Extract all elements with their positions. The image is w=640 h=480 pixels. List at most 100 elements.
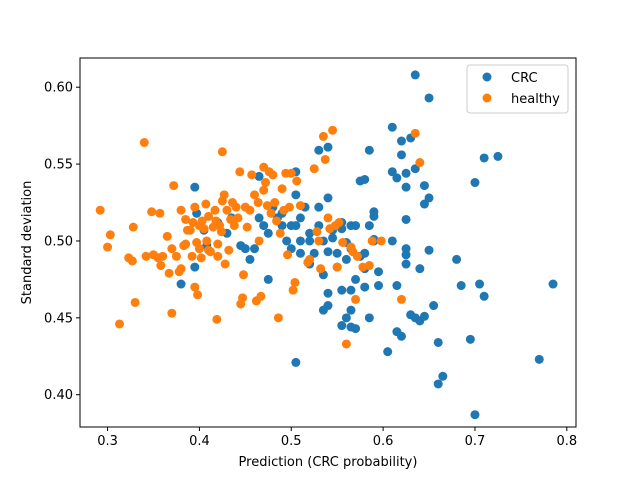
point-healthy: [295, 201, 305, 211]
point-crc: [245, 254, 255, 264]
point-crc: [383, 347, 393, 357]
point-crc: [360, 174, 370, 184]
point-crc: [360, 282, 370, 292]
point-crc: [419, 199, 429, 209]
point-healthy: [275, 228, 285, 238]
point-crc: [548, 279, 558, 289]
point-healthy: [283, 250, 293, 260]
point-healthy: [213, 251, 223, 261]
point-healthy: [288, 285, 298, 295]
point-crc: [337, 321, 347, 331]
y-tick-label: 0.40: [44, 388, 73, 403]
point-healthy: [312, 227, 322, 237]
point-healthy: [167, 308, 177, 318]
point-healthy: [217, 147, 227, 157]
point-crc: [305, 228, 315, 238]
point-healthy: [115, 319, 124, 329]
point-healthy: [187, 251, 197, 261]
point-healthy: [316, 264, 326, 274]
point-healthy: [201, 199, 211, 209]
legend-box: [466, 64, 569, 114]
point-healthy: [309, 164, 319, 174]
point-healthy: [193, 290, 203, 300]
point-healthy: [196, 253, 206, 263]
point-healthy: [351, 294, 361, 304]
point-crc: [479, 291, 489, 301]
legend-label-healthy: healthy: [511, 92, 560, 107]
point-healthy: [194, 244, 204, 254]
point-crc: [236, 241, 246, 251]
y-axis-label: Standard deviation: [20, 181, 35, 305]
point-crc: [369, 211, 379, 221]
point-crc: [259, 221, 269, 231]
point-crc: [419, 181, 429, 191]
point-crc: [438, 371, 448, 381]
point-healthy: [167, 244, 177, 254]
point-healthy: [261, 178, 271, 188]
point-crc: [387, 167, 397, 177]
point-healthy: [270, 198, 280, 208]
point-crc: [534, 354, 544, 364]
point-healthy: [341, 339, 351, 349]
point-crc: [351, 221, 361, 231]
point-crc: [415, 264, 425, 274]
point-healthy: [290, 277, 300, 287]
legend-marker-healthy: [482, 93, 492, 103]
point-healthy: [332, 262, 342, 272]
point-crc: [318, 305, 328, 315]
point-healthy: [318, 131, 328, 141]
point-healthy: [352, 251, 362, 261]
legend-marker-crc: [482, 72, 492, 82]
point-healthy: [245, 205, 255, 215]
point-crc: [424, 193, 434, 203]
point-crc: [337, 285, 347, 295]
point-healthy: [202, 236, 212, 246]
point-crc: [309, 248, 319, 258]
point-healthy: [415, 158, 425, 168]
point-crc: [401, 250, 411, 260]
point-crc: [328, 233, 338, 243]
point-crc: [250, 244, 260, 254]
point-healthy: [105, 230, 115, 240]
point-healthy: [233, 213, 243, 223]
point-crc: [387, 236, 397, 246]
point-crc: [452, 254, 462, 264]
point-crc: [456, 281, 466, 291]
point-healthy: [176, 205, 186, 215]
point-crc: [396, 331, 406, 341]
point-crc: [341, 313, 351, 323]
point-crc: [396, 150, 406, 160]
point-crc: [263, 228, 273, 238]
point-healthy: [224, 245, 234, 255]
data-points: [95, 70, 558, 420]
point-crc: [305, 236, 315, 246]
point-crc: [190, 182, 200, 192]
point-crc: [314, 202, 324, 212]
point-healthy: [155, 208, 165, 218]
point-crc: [254, 171, 264, 181]
point-healthy: [367, 236, 377, 246]
point-healthy: [231, 202, 241, 212]
point-crc: [424, 93, 434, 103]
point-healthy: [190, 282, 200, 292]
x-axis-label: Prediction (CRC probability): [239, 455, 418, 470]
point-crc: [364, 221, 374, 231]
point-crc: [470, 410, 480, 420]
point-healthy: [181, 239, 191, 249]
point-healthy: [256, 291, 266, 301]
point-healthy: [305, 254, 315, 264]
point-healthy: [235, 167, 245, 177]
point-healthy: [222, 205, 232, 215]
point-crc: [323, 142, 333, 152]
point-healthy: [239, 270, 248, 280]
point-healthy: [247, 170, 257, 180]
point-crc: [479, 153, 489, 163]
point-healthy: [328, 125, 338, 135]
y-tick-label: 0.60: [44, 81, 73, 96]
point-healthy: [266, 208, 276, 218]
point-healthy: [286, 168, 296, 178]
point-crc: [291, 221, 301, 231]
point-healthy: [376, 236, 386, 246]
point-healthy: [216, 227, 226, 237]
